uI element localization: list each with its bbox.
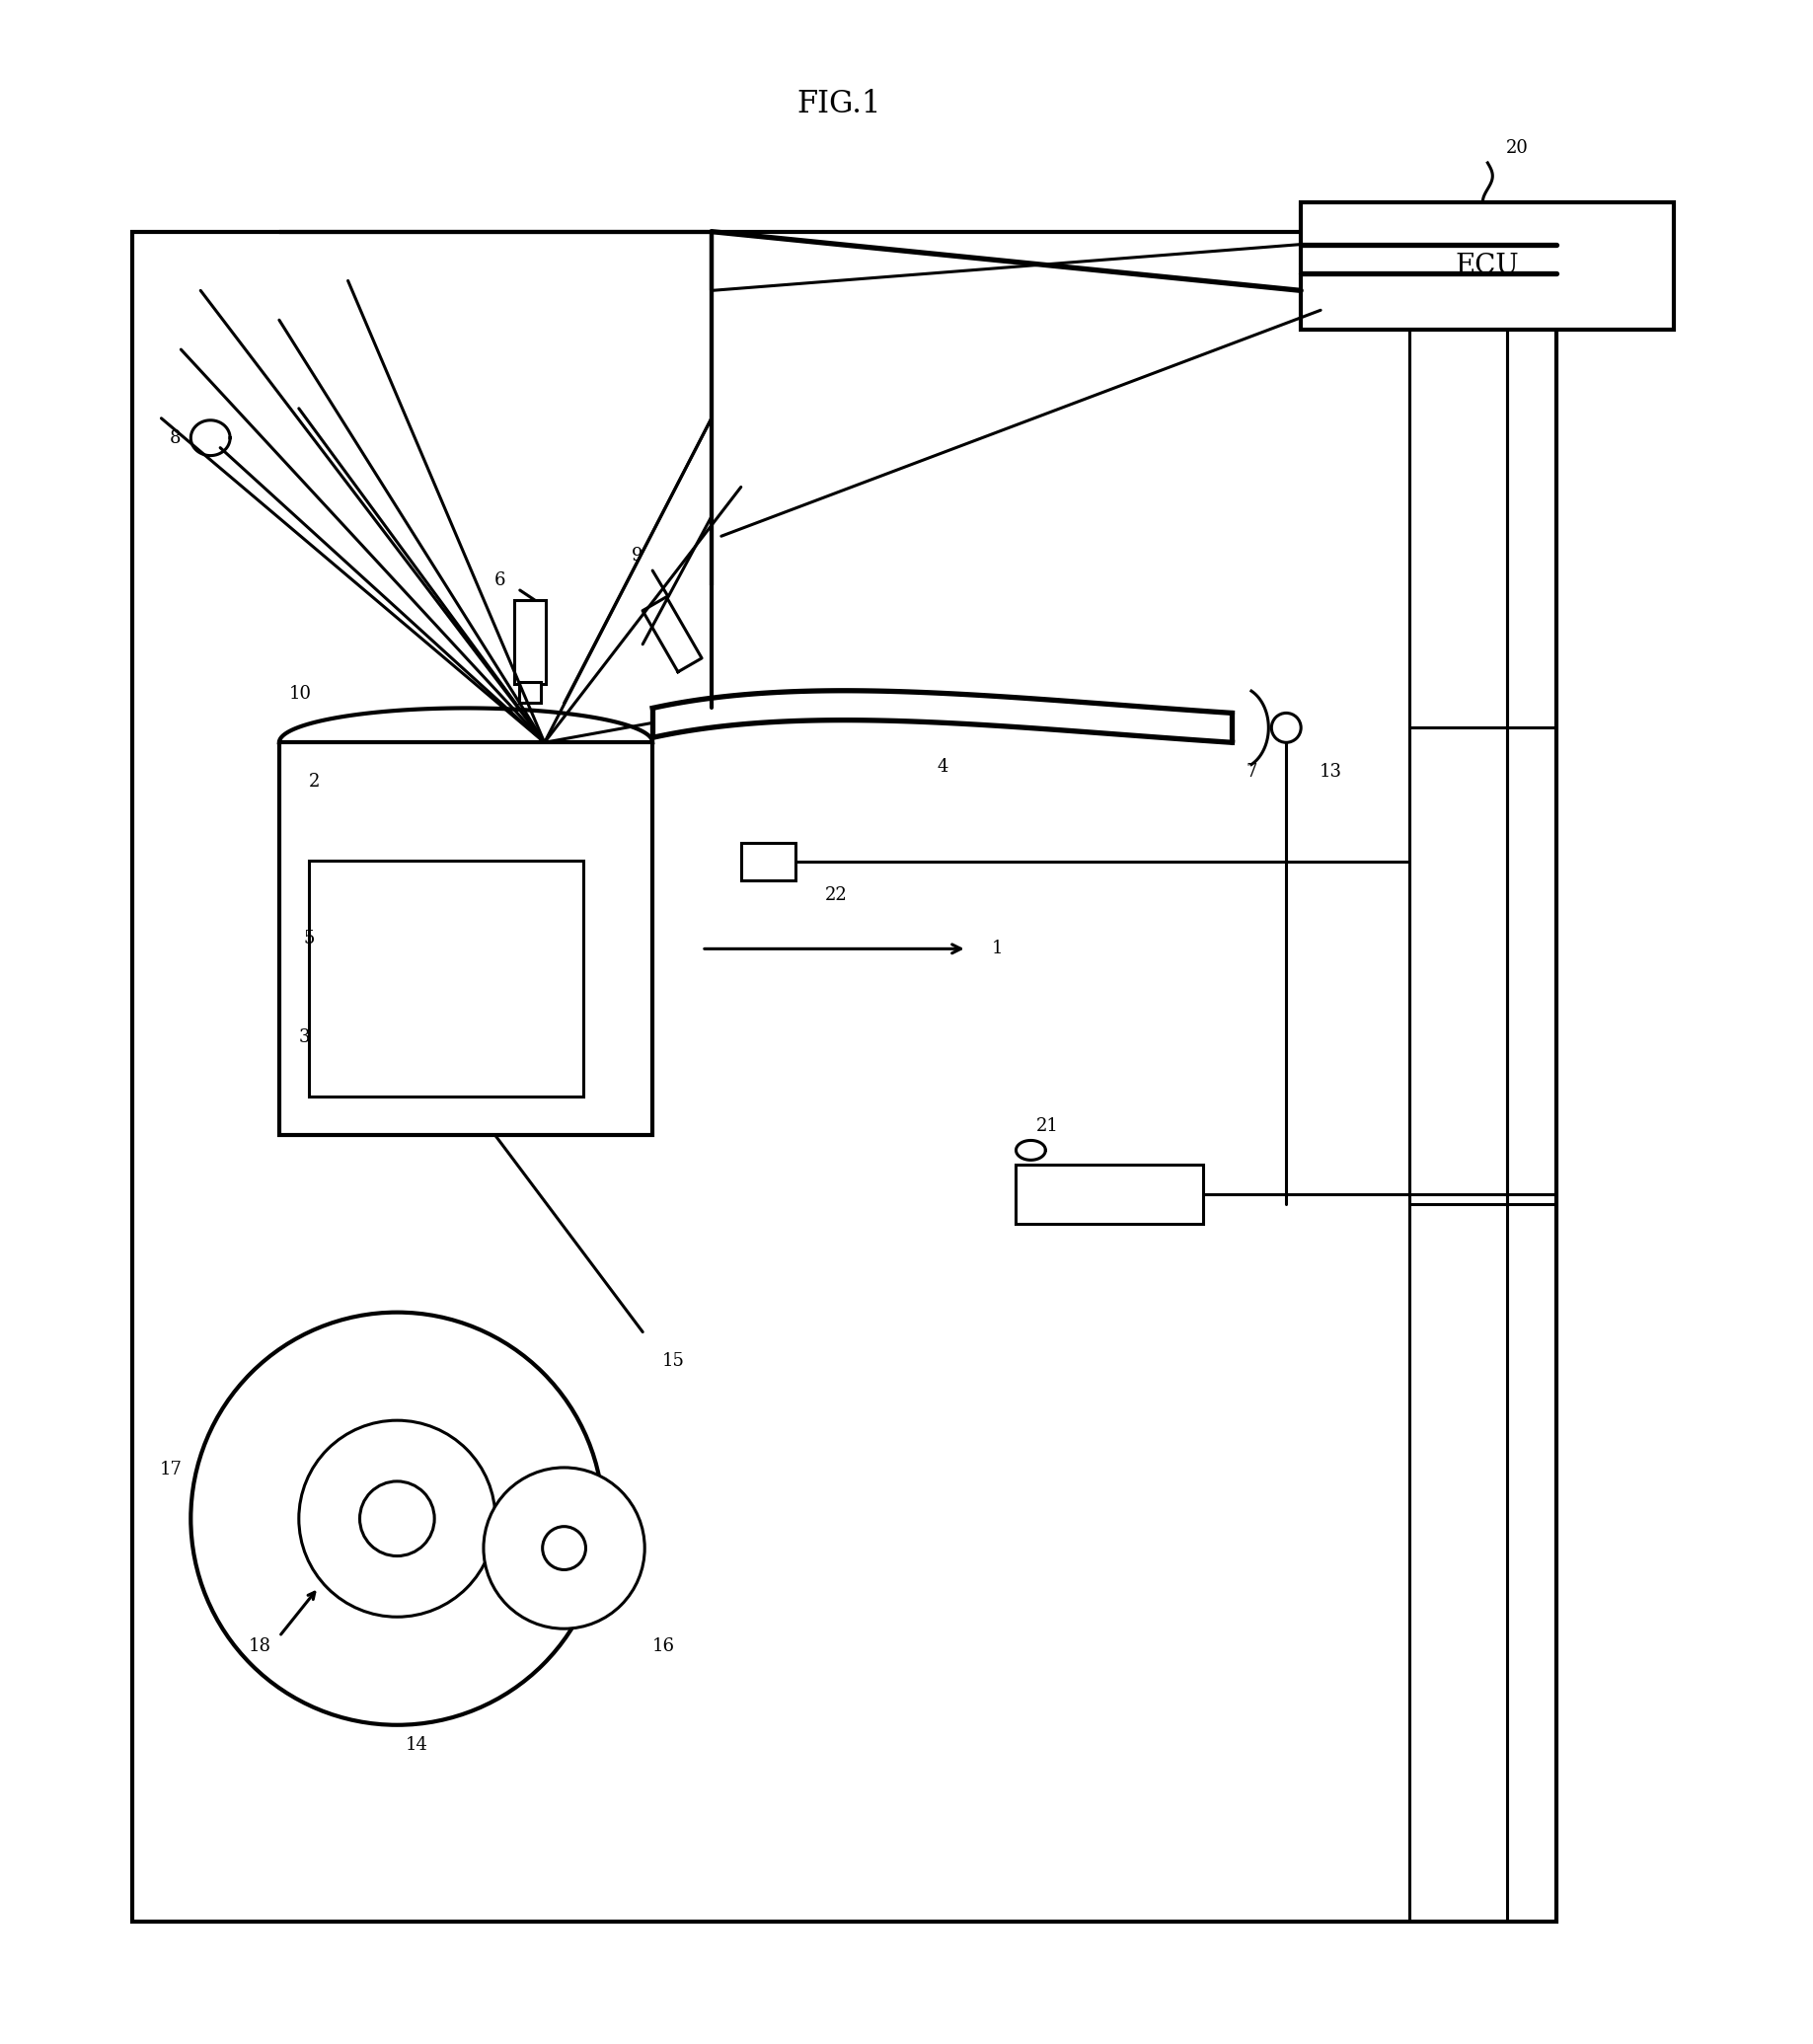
Text: 17: 17	[160, 1461, 183, 1478]
Bar	[308, 861, 584, 1096]
Bar	[515, 601, 546, 683]
Text: 9: 9	[631, 548, 644, 564]
Circle shape	[359, 1482, 435, 1555]
Circle shape	[299, 1421, 495, 1617]
Bar	[519, 681, 540, 703]
Text: 6: 6	[493, 572, 506, 589]
Text: 3: 3	[299, 1028, 310, 1047]
Text: 14: 14	[406, 1735, 428, 1754]
Text: 10: 10	[288, 685, 312, 703]
Bar	[742, 842, 794, 881]
Text: 18: 18	[248, 1637, 270, 1656]
Text: 22: 22	[825, 885, 847, 903]
Text: 1: 1	[992, 940, 1003, 959]
Text: 2: 2	[308, 773, 319, 791]
Text: 8: 8	[170, 429, 181, 448]
Text: 4: 4	[937, 758, 948, 777]
Text: 7: 7	[1246, 762, 1258, 781]
Circle shape	[542, 1527, 586, 1570]
Circle shape	[190, 1312, 604, 1725]
Text: 13: 13	[1320, 762, 1342, 781]
Circle shape	[1271, 713, 1302, 742]
Bar	[279, 742, 653, 1136]
Bar	[1302, 202, 1673, 329]
Text: 21: 21	[1035, 1116, 1059, 1134]
Bar	[132, 231, 1556, 1921]
Text: 15: 15	[662, 1353, 685, 1369]
Text: 16: 16	[653, 1637, 674, 1656]
Text: FIG.1: FIG.1	[798, 88, 881, 119]
Circle shape	[484, 1468, 645, 1629]
Text: 20: 20	[1507, 139, 1528, 157]
Text: ECU: ECU	[1456, 253, 1519, 280]
Bar	[1015, 1165, 1202, 1224]
Text: 5: 5	[305, 930, 315, 948]
